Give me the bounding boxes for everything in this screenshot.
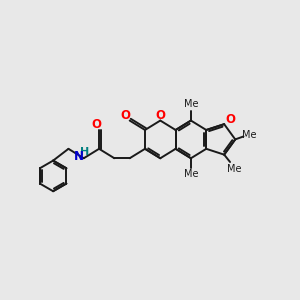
Text: Me: Me [242, 130, 256, 140]
Text: O: O [226, 113, 236, 126]
Text: O: O [91, 118, 101, 131]
Text: O: O [155, 109, 165, 122]
Text: O: O [120, 109, 130, 122]
Text: Me: Me [184, 169, 198, 179]
Text: N: N [74, 150, 83, 163]
Text: H: H [80, 147, 89, 158]
Text: Me: Me [184, 99, 198, 110]
Text: Me: Me [227, 164, 242, 174]
